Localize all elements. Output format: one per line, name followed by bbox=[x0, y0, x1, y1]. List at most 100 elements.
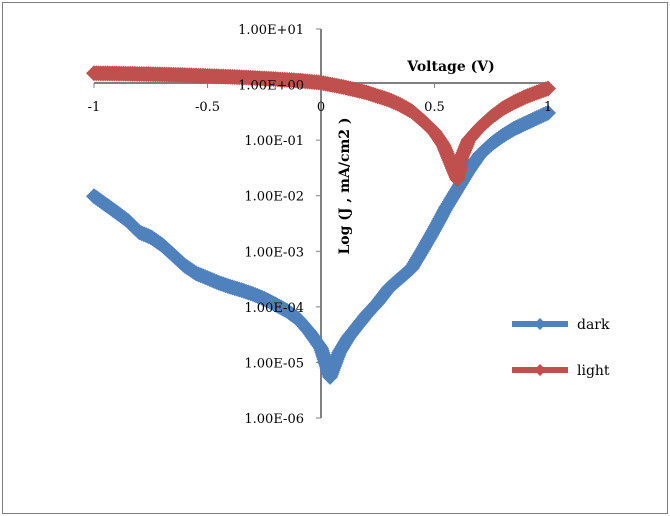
data-point-light bbox=[468, 139, 470, 141]
data-point-light bbox=[388, 99, 390, 101]
y-tick-label: 1.00E+01 bbox=[238, 23, 304, 38]
legend: dark light bbox=[512, 317, 610, 379]
data-point-dark bbox=[218, 282, 220, 284]
x-tick-label: -0.5 bbox=[195, 100, 220, 115]
data-point-dark bbox=[356, 325, 358, 327]
data-point-light bbox=[479, 126, 481, 128]
data-point-light bbox=[116, 73, 118, 75]
data-point-dark bbox=[490, 143, 492, 145]
legend-label-light: light bbox=[577, 363, 610, 379]
y-tick-label: 1.00E-02 bbox=[244, 190, 304, 205]
data-point-light bbox=[343, 86, 345, 88]
data-point-light bbox=[422, 120, 424, 122]
data-point-light bbox=[138, 73, 140, 75]
series-layer bbox=[86, 65, 556, 385]
data-point-light bbox=[399, 104, 401, 106]
data-point-light bbox=[161, 73, 163, 75]
data-point-dark bbox=[399, 277, 401, 279]
data-point-dark bbox=[347, 337, 349, 339]
data-point-light bbox=[275, 78, 277, 80]
x-tick-label: 0.5 bbox=[424, 100, 445, 115]
x-axis-title: Voltage (V) bbox=[406, 59, 494, 75]
x-tick-label: 0 bbox=[317, 100, 325, 115]
data-point-dark bbox=[286, 310, 288, 312]
y-tick-labels: 1.00E+01 1.00E+00 1.00E-01 1.00E-02 1.00E-03… bbox=[238, 23, 304, 427]
data-point-dark bbox=[536, 117, 538, 119]
data-point-light bbox=[207, 75, 208, 77]
y-axis-title: Log (J , mA/cm2 ) bbox=[337, 117, 353, 254]
data-point-dark bbox=[502, 135, 504, 137]
legend-marker-dark bbox=[534, 318, 546, 330]
data-point-light bbox=[252, 77, 254, 79]
y-tick-label: 1.00E-05 bbox=[244, 356, 304, 371]
data-point-dark bbox=[524, 122, 526, 124]
y-tick-label: 1.00E-01 bbox=[244, 134, 304, 149]
data-point-light bbox=[365, 91, 367, 93]
x-tick-labels: -1 -0.5 0 0.5 1 bbox=[88, 100, 552, 115]
data-point-dark bbox=[309, 331, 311, 333]
data-point-dark bbox=[263, 298, 265, 300]
data-point-light bbox=[524, 96, 526, 98]
data-point-dark bbox=[320, 347, 322, 349]
data-point-dark bbox=[513, 128, 515, 130]
data-point-light bbox=[443, 145, 445, 147]
data-point-light bbox=[547, 87, 549, 89]
data-point-dark bbox=[138, 231, 140, 233]
data-point-dark bbox=[207, 277, 208, 279]
data-point-dark bbox=[275, 304, 277, 306]
data-point-dark bbox=[434, 228, 435, 230]
data-point-light bbox=[449, 161, 451, 163]
y-tick-label: 1.00E-06 bbox=[244, 412, 304, 427]
data-point-dark bbox=[365, 314, 367, 316]
legend-label-dark: dark bbox=[577, 317, 610, 333]
data-point-dark bbox=[161, 244, 163, 246]
y-tick-label: 1.00E-04 bbox=[244, 301, 304, 316]
data-point-light bbox=[184, 74, 186, 76]
legend-marker-light bbox=[534, 364, 546, 376]
legend-item-light: light bbox=[512, 363, 610, 379]
series-dark bbox=[86, 104, 556, 385]
data-point-dark bbox=[195, 272, 197, 274]
data-point-dark bbox=[150, 236, 152, 238]
data-point-light bbox=[434, 131, 435, 133]
data-point-dark bbox=[422, 248, 424, 250]
data-point-dark bbox=[456, 188, 458, 190]
data-point-dark bbox=[479, 154, 481, 156]
data-point-dark bbox=[297, 318, 299, 320]
data-point-light bbox=[93, 72, 95, 74]
data-point-light bbox=[490, 116, 492, 118]
data-point-dark bbox=[338, 352, 340, 354]
data-point-dark bbox=[252, 293, 254, 295]
data-point-light bbox=[229, 76, 231, 78]
data-point-dark bbox=[229, 286, 231, 288]
data-point-dark bbox=[388, 287, 390, 289]
y-tick-label: 1.00E+00 bbox=[238, 79, 304, 94]
legend-item-dark: dark bbox=[512, 317, 610, 333]
data-point-light bbox=[297, 80, 299, 82]
data-point-dark bbox=[184, 265, 186, 267]
data-point-dark bbox=[547, 112, 549, 114]
data-point-dark bbox=[377, 301, 379, 303]
data-point-light bbox=[536, 91, 538, 93]
data-point-dark bbox=[411, 267, 413, 269]
data-point-dark bbox=[241, 289, 243, 291]
data-point-light bbox=[320, 82, 322, 84]
data-point-dark bbox=[104, 203, 106, 205]
data-point-dark bbox=[172, 254, 174, 256]
y-tick-label: 1.00E-03 bbox=[244, 245, 304, 260]
data-point-dark bbox=[468, 170, 470, 172]
series-light bbox=[86, 65, 556, 187]
data-point-dark bbox=[116, 211, 118, 213]
data-point-light bbox=[411, 110, 413, 112]
data-point-dark bbox=[445, 207, 447, 209]
data-point-light bbox=[502, 108, 504, 110]
data-point-dark bbox=[127, 220, 129, 222]
data-point-light bbox=[513, 101, 515, 103]
x-tick-label: 1 bbox=[544, 100, 552, 115]
data-point-dark bbox=[93, 195, 95, 197]
data-point-light bbox=[456, 178, 458, 180]
data-point-light bbox=[461, 156, 463, 158]
x-tick-label: -1 bbox=[88, 100, 101, 115]
data-point-dark bbox=[329, 376, 331, 378]
